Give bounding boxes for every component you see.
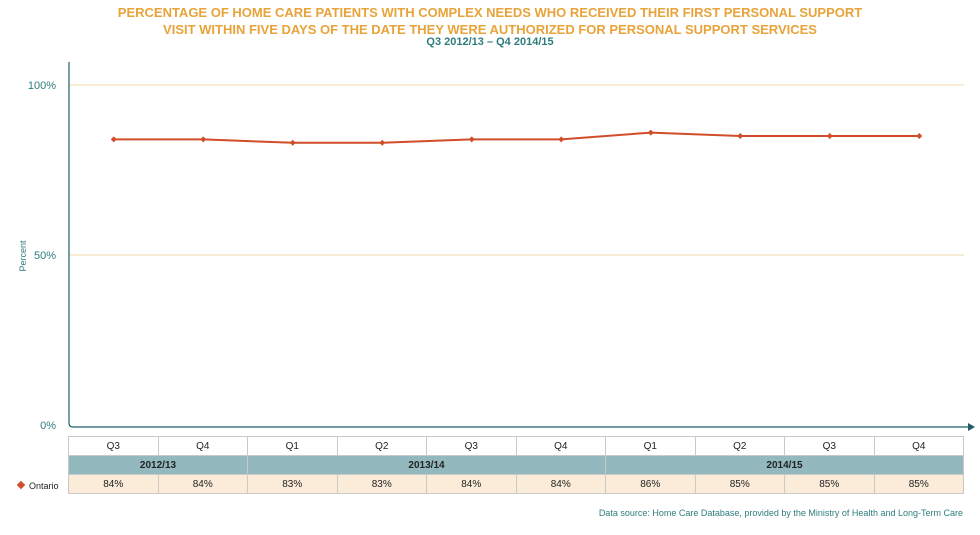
y-tick-label: 0%: [40, 420, 56, 432]
y-axis-title: Percent: [18, 240, 28, 272]
data-point-8: [737, 133, 744, 139]
quarter-cell: Q3: [68, 436, 159, 456]
quarter-cell: Q1: [605, 436, 696, 456]
x-axis-arrow: [968, 423, 975, 431]
value-cell: 85%: [873, 474, 964, 494]
value-cell: 84%: [515, 474, 606, 494]
line-chart: 0% 50% 100% Percent: [18, 62, 975, 432]
quarter-cell: Q4: [515, 436, 606, 456]
legend-ontario: Ontario: [16, 480, 59, 491]
chart-title-line-2: VISIT WITHIN FIVE DAYS OF THE DATE THEY …: [163, 22, 817, 37]
quarter-cell: Q3: [426, 436, 517, 456]
year-cell: 2012/13: [68, 455, 248, 475]
axes: [68, 62, 968, 428]
value-cell: 83%: [247, 474, 338, 494]
quarter-cell: Q1: [247, 436, 338, 456]
data-point-10: [916, 133, 923, 139]
value-row-ontario: 84% 84% 83% 83% 84% 84% 86% 85% 85% 85%: [68, 474, 964, 494]
value-cell: 84%: [68, 474, 159, 494]
quarter-cell: Q4: [873, 436, 964, 456]
value-cell: 84%: [426, 474, 517, 494]
year-cell: 2014/15: [605, 455, 964, 475]
quarter-cell: Q2: [336, 436, 427, 456]
series-line-ontario: [113, 131, 920, 144]
data-point-7: [647, 129, 654, 136]
series-markers: [110, 129, 923, 146]
gridlines: [69, 84, 964, 256]
data-point-5: [468, 136, 475, 143]
data-source-note: Data source: Home Care Database, provide…: [598, 508, 963, 518]
data-point-1: [110, 136, 117, 143]
value-cell: 84%: [157, 474, 248, 494]
chart-title-line-1: PERCENTAGE OF HOME CARE PATIENTS WITH CO…: [117, 5, 863, 20]
data-point-9: [826, 133, 833, 139]
data-point-3: [289, 139, 296, 146]
quarter-cell: Q4: [157, 436, 248, 456]
value-cell: 83%: [336, 474, 427, 494]
data-point-4: [379, 139, 386, 146]
quarter-row: Q3 Q4 Q1 Q2 Q3 Q4 Q1 Q2 Q3 Q4: [68, 436, 964, 456]
data-point-2: [200, 136, 207, 143]
chart-subtitle: Q3 2012/13 – Q4 2014/15: [426, 36, 554, 48]
y-tick-label: 50%: [34, 250, 56, 262]
chart-title: PERCENTAGE OF HOME CARE PATIENTS WITH CO…: [0, 4, 980, 38]
year-row: 2012/13 2013/14 2014/15: [68, 455, 964, 475]
value-cell: 85%: [784, 474, 875, 494]
year-cell: 2013/14: [247, 455, 606, 475]
data-table: Q3 Q4 Q1 Q2 Q3 Q4 Q1 Q2 Q3 Q4 2012/13 2013/14 2014/…: [68, 436, 964, 494]
legend-label: Ontario: [29, 481, 59, 491]
value-cell: 86%: [605, 474, 696, 494]
value-cell: 85%: [694, 474, 785, 494]
quarter-cell: Q2: [694, 436, 785, 456]
quarter-cell: Q3: [784, 436, 875, 456]
data-point-6: [558, 136, 565, 143]
y-axis-tick-labels: 0% 50% 100%: [28, 80, 56, 432]
legend-marker-diamond: [16, 480, 26, 490]
y-tick-label: 100%: [28, 80, 56, 92]
